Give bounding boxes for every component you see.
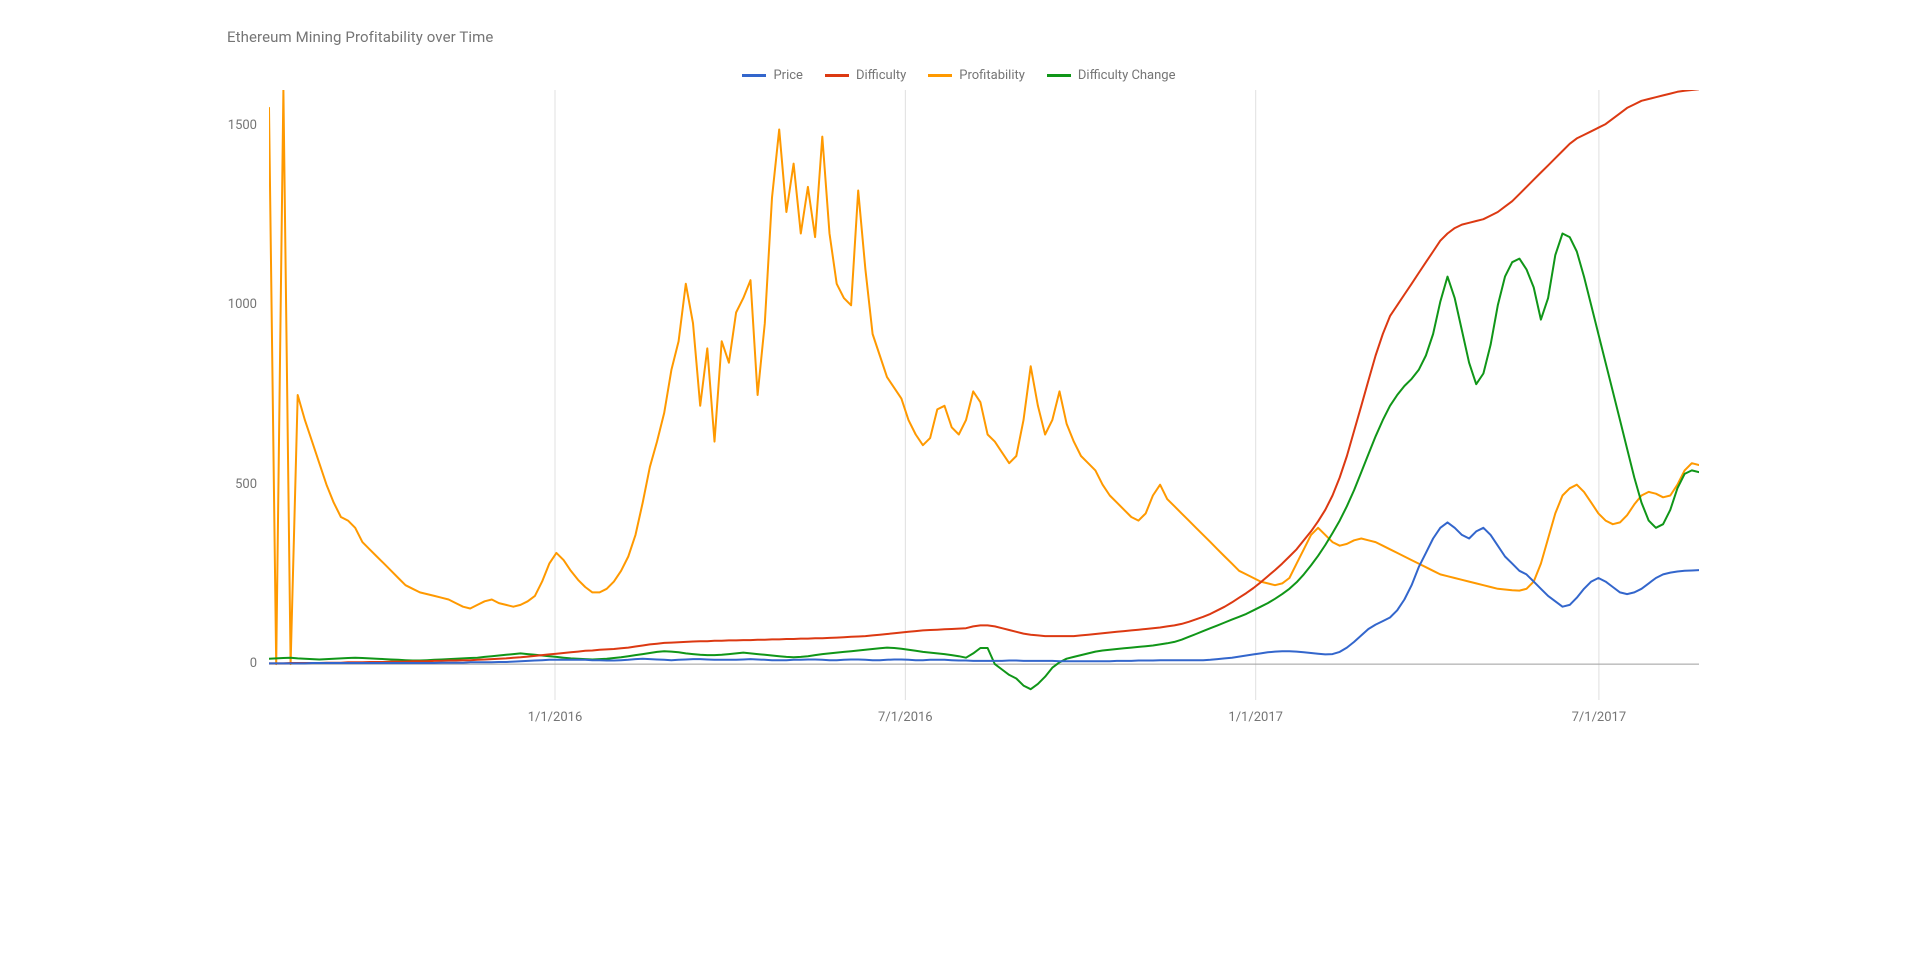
- plot-area[interactable]: [269, 90, 1699, 700]
- series-difficulty[interactable]: [269, 90, 1699, 663]
- chart-title: Ethereum Mining Profitability over Time: [227, 28, 493, 46]
- y-tick-label: 1500: [189, 118, 257, 133]
- legend-label-profitability: Profitability: [959, 68, 1025, 83]
- legend-item-diffchange[interactable]: Difficulty Change: [1047, 68, 1176, 83]
- legend-item-difficulty[interactable]: Difficulty: [825, 68, 906, 83]
- y-tick-label: 500: [189, 477, 257, 492]
- legend-swatch-diffchange: [1047, 74, 1071, 77]
- chart-container: Ethereum Mining Profitability over Time …: [189, 0, 1729, 770]
- legend: Price Difficulty Profitability Difficult…: [189, 68, 1729, 83]
- legend-swatch-profitability: [928, 74, 952, 77]
- legend-label-price: Price: [773, 68, 802, 83]
- y-tick-label: 1000: [189, 297, 257, 312]
- legend-item-price[interactable]: Price: [742, 68, 802, 83]
- legend-label-diffchange: Difficulty Change: [1078, 68, 1176, 83]
- legend-swatch-price: [742, 74, 766, 77]
- series-diffchange[interactable]: [269, 234, 1699, 690]
- legend-item-profitability[interactable]: Profitability: [928, 68, 1025, 83]
- series-profitability[interactable]: [269, 90, 1699, 664]
- series-price[interactable]: [269, 522, 1699, 663]
- x-tick-label: 7/1/2016: [865, 710, 945, 725]
- legend-swatch-difficulty: [825, 74, 849, 77]
- legend-label-difficulty: Difficulty: [856, 68, 906, 83]
- x-tick-label: 1/1/2017: [1216, 710, 1296, 725]
- y-tick-label: 0: [189, 656, 257, 671]
- x-tick-label: 1/1/2016: [515, 710, 595, 725]
- x-tick-label: 7/1/2017: [1559, 710, 1639, 725]
